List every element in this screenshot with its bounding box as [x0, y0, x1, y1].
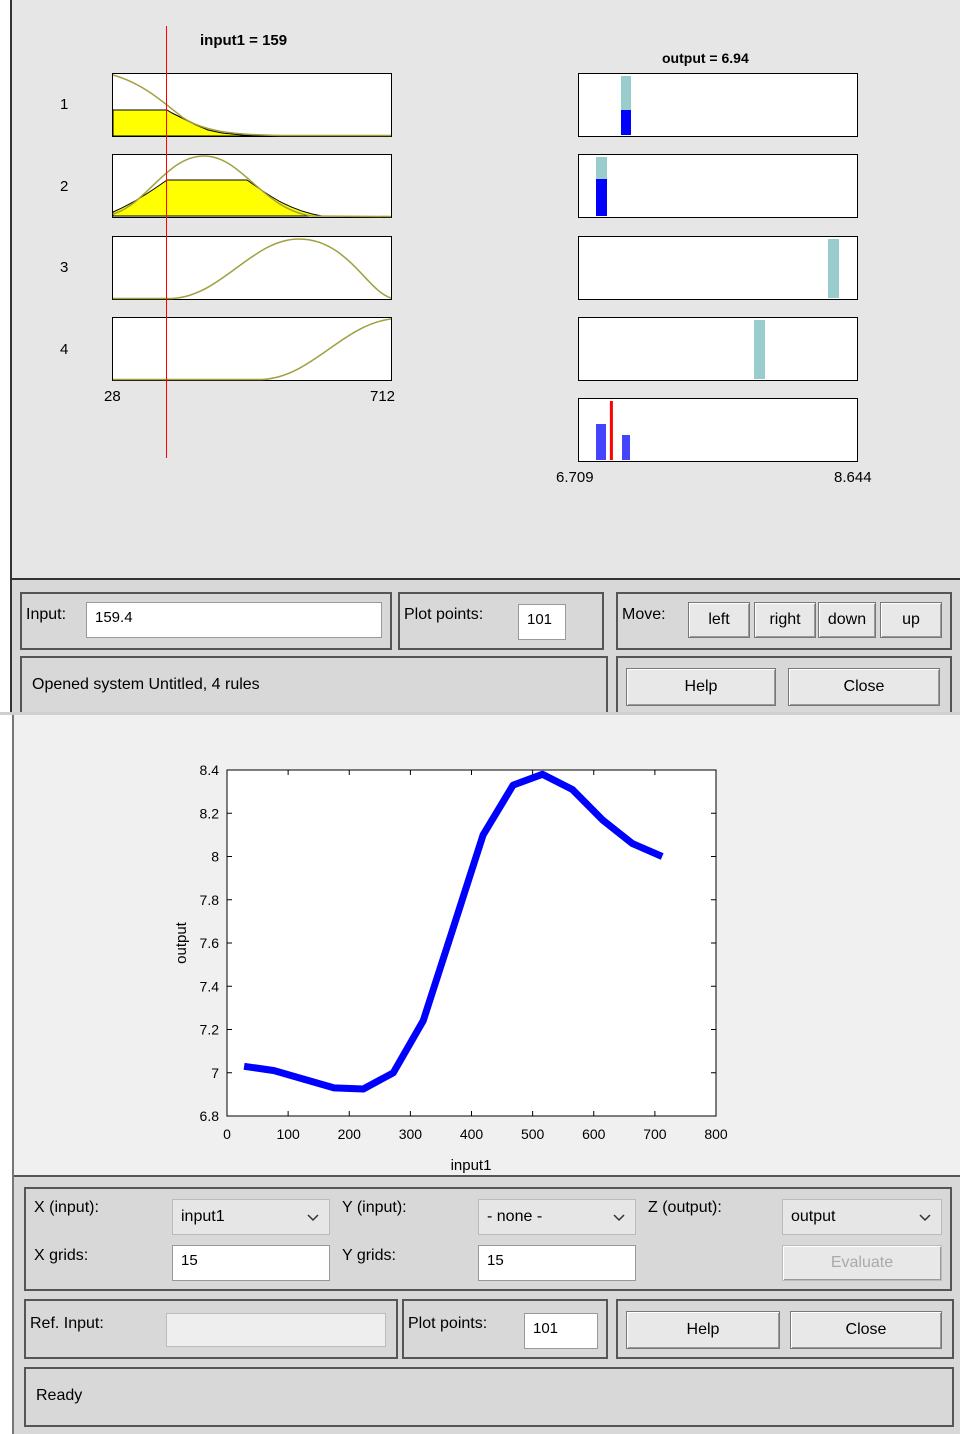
x-tick-label: 200	[338, 1126, 362, 1142]
x-tick-label: 300	[399, 1126, 423, 1142]
input-mf-plot-1	[112, 73, 392, 137]
window-edge-line	[10, 0, 12, 712]
y-tick-label: 7	[211, 1065, 219, 1081]
plot-points-label: Plot points:	[408, 1315, 488, 1332]
help-button[interactable]: Help	[626, 1311, 780, 1349]
window-edge	[0, 715, 12, 1434]
input-mf-plot-3	[112, 236, 392, 300]
move-panel: Move: left right down up	[616, 592, 952, 650]
ref-input-field[interactable]	[166, 1313, 386, 1347]
status-text: Opened system Untitled, 4 rules	[32, 676, 260, 693]
x-input-label: X (input):	[34, 1199, 99, 1216]
x-input-dropdown[interactable]: input1	[172, 1199, 330, 1235]
y-tick-label: 7.8	[200, 892, 220, 908]
rule-number-1: 1	[60, 96, 69, 113]
output-mf-plot-3	[578, 236, 858, 300]
chevron-down-icon	[307, 1214, 319, 1222]
y-tick-label: 7.2	[200, 1022, 220, 1038]
output-mf-plot-1	[578, 73, 858, 137]
y-axis-label: output	[173, 921, 190, 964]
input-value-marker[interactable]	[166, 26, 167, 458]
input-panel: Input: 159.4	[20, 592, 392, 650]
x-axis-ticks: 0 100 200 300 400 500 600 700 800	[223, 770, 728, 1142]
y-grids-field[interactable]: 15	[478, 1245, 636, 1281]
input-plot-title: input1 = 159	[200, 32, 288, 49]
y-input-label: Y (input):	[342, 1199, 407, 1216]
close-button[interactable]: Close	[788, 668, 940, 706]
plot-area	[226, 769, 717, 1117]
x-axis-label: input1	[451, 1157, 492, 1174]
plot-points-field[interactable]: 101	[524, 1313, 598, 1349]
y-axis-ticks: 6.8 7 7.2 7.4 7.6 7.8 8 8.2 8.4	[200, 762, 716, 1124]
z-output-dropdown[interactable]: output	[782, 1199, 942, 1235]
surface-viewer-window: 0 100 200 300 400 500 600 700 800 6.8 7 7.2 7.4 7.6 7…	[0, 715, 960, 1434]
y-input-dropdown[interactable]: - none -	[478, 1199, 636, 1235]
y-tick-label: 6.8	[200, 1108, 220, 1124]
status-panel: Opened system Untitled, 4 rules	[20, 656, 608, 712]
plot-points-panel: Plot points: 101	[398, 592, 604, 650]
ref-input-panel: Ref. Input:	[24, 1299, 398, 1359]
input-label: Input:	[26, 606, 67, 623]
help-close-panel: Help Close	[616, 656, 952, 712]
y-input-value: - none -	[487, 1208, 543, 1225]
plot-points-field[interactable]: 101	[518, 604, 566, 640]
close-button[interactable]: Close	[790, 1311, 942, 1349]
y-tick-label: 7.6	[200, 935, 220, 951]
input-field[interactable]: 159.4	[86, 602, 382, 638]
plot-points-panel: Plot points: 101	[402, 1299, 608, 1359]
z-output-label: Z (output):	[648, 1199, 722, 1216]
window-separator	[0, 712, 960, 715]
output-axis-min: 6.709	[556, 469, 594, 486]
x-tick-label: 800	[704, 1126, 728, 1142]
input-axis-min: 28	[104, 388, 121, 405]
output-mf-plot-2	[578, 154, 858, 218]
y-tick-label: 7.4	[200, 978, 220, 994]
rule-number-4: 4	[60, 341, 69, 358]
x-tick-label: 700	[643, 1126, 667, 1142]
chevron-down-icon	[919, 1214, 931, 1222]
x-grids-label: X grids:	[34, 1247, 89, 1264]
move-up-button[interactable]: up	[880, 602, 942, 638]
window-edge-line	[12, 715, 14, 1434]
evaluate-button[interactable]: Evaluate	[782, 1245, 942, 1281]
ref-input-label: Ref. Input:	[30, 1315, 104, 1332]
x-tick-label: 400	[460, 1126, 484, 1142]
output-plot-title: output = 6.94	[662, 50, 749, 66]
help-close-panel: Help Close	[616, 1299, 954, 1359]
window-edge	[0, 0, 10, 712]
output-aggregate-plot	[578, 398, 858, 462]
y-tick-label: 8	[211, 849, 219, 865]
axes-selection-panel: X (input): input1 Y (input): - none - Z …	[24, 1187, 952, 1291]
series-line-output	[243, 770, 664, 1093]
x-tick-label: 0	[223, 1126, 231, 1142]
rule-number-2: 2	[60, 178, 69, 195]
move-down-button[interactable]: down	[818, 602, 876, 638]
y-grids-label: Y grids:	[342, 1247, 396, 1264]
x-tick-label: 100	[276, 1126, 300, 1142]
move-label: Move:	[622, 606, 666, 623]
plot-points-label: Plot points:	[404, 606, 484, 623]
output-value-marker	[609, 401, 613, 460]
x-input-value: input1	[181, 1208, 225, 1225]
y-tick-label: 8.2	[200, 805, 220, 821]
x-grids-field[interactable]: 15	[172, 1245, 330, 1281]
y-tick-label: 8.4	[200, 762, 220, 778]
z-output-value: output	[791, 1208, 836, 1225]
status-panel: Ready	[24, 1367, 954, 1427]
surface-line-chart: 0 100 200 300 400 500 600 700 800 6.8 7 7.2 7.4 7.6 7…	[173, 762, 728, 1174]
rule-viewer-window: input1 = 159 output = 6.94 1 2 3 4 28 71…	[0, 0, 960, 712]
x-tick-label: 600	[582, 1126, 606, 1142]
move-left-button[interactable]: left	[688, 602, 750, 638]
help-button[interactable]: Help	[626, 668, 776, 706]
chevron-down-icon	[613, 1214, 625, 1222]
x-tick-label: 500	[521, 1126, 545, 1142]
rule-number-3: 3	[60, 259, 69, 276]
input-axis-max: 712	[370, 388, 396, 405]
output-mf-plot-4	[578, 317, 858, 381]
input-mf-plot-2	[112, 154, 392, 218]
output-axis-max: 8.644	[834, 469, 872, 486]
move-right-button[interactable]: right	[754, 602, 816, 638]
status-text: Ready	[36, 1387, 83, 1404]
input-mf-plot-4	[112, 317, 392, 381]
